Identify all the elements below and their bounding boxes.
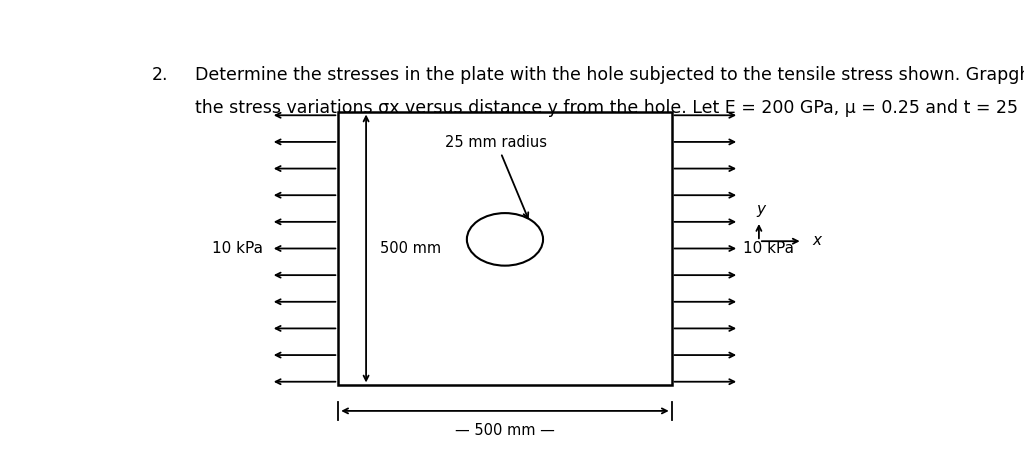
Bar — [338, 111, 672, 385]
Text: — 500 mm —: — 500 mm — — [455, 423, 555, 438]
Text: 500 mm: 500 mm — [380, 241, 441, 256]
Text: Determine the stresses in the plate with the hole subjected to the tensile stres: Determine the stresses in the plate with… — [196, 66, 1024, 84]
Text: the stress variations σx versus distance y from the hole. Let E = 200 GPa, μ = 0: the stress variations σx versus distance… — [196, 99, 1024, 117]
Ellipse shape — [467, 213, 543, 265]
Text: 25 mm radius: 25 mm radius — [445, 135, 548, 218]
Text: y: y — [757, 202, 766, 217]
Text: 10 kPa: 10 kPa — [212, 241, 263, 256]
Text: 2.: 2. — [152, 66, 168, 84]
Text: x: x — [812, 233, 821, 247]
Text: 10 kPa: 10 kPa — [743, 241, 794, 256]
